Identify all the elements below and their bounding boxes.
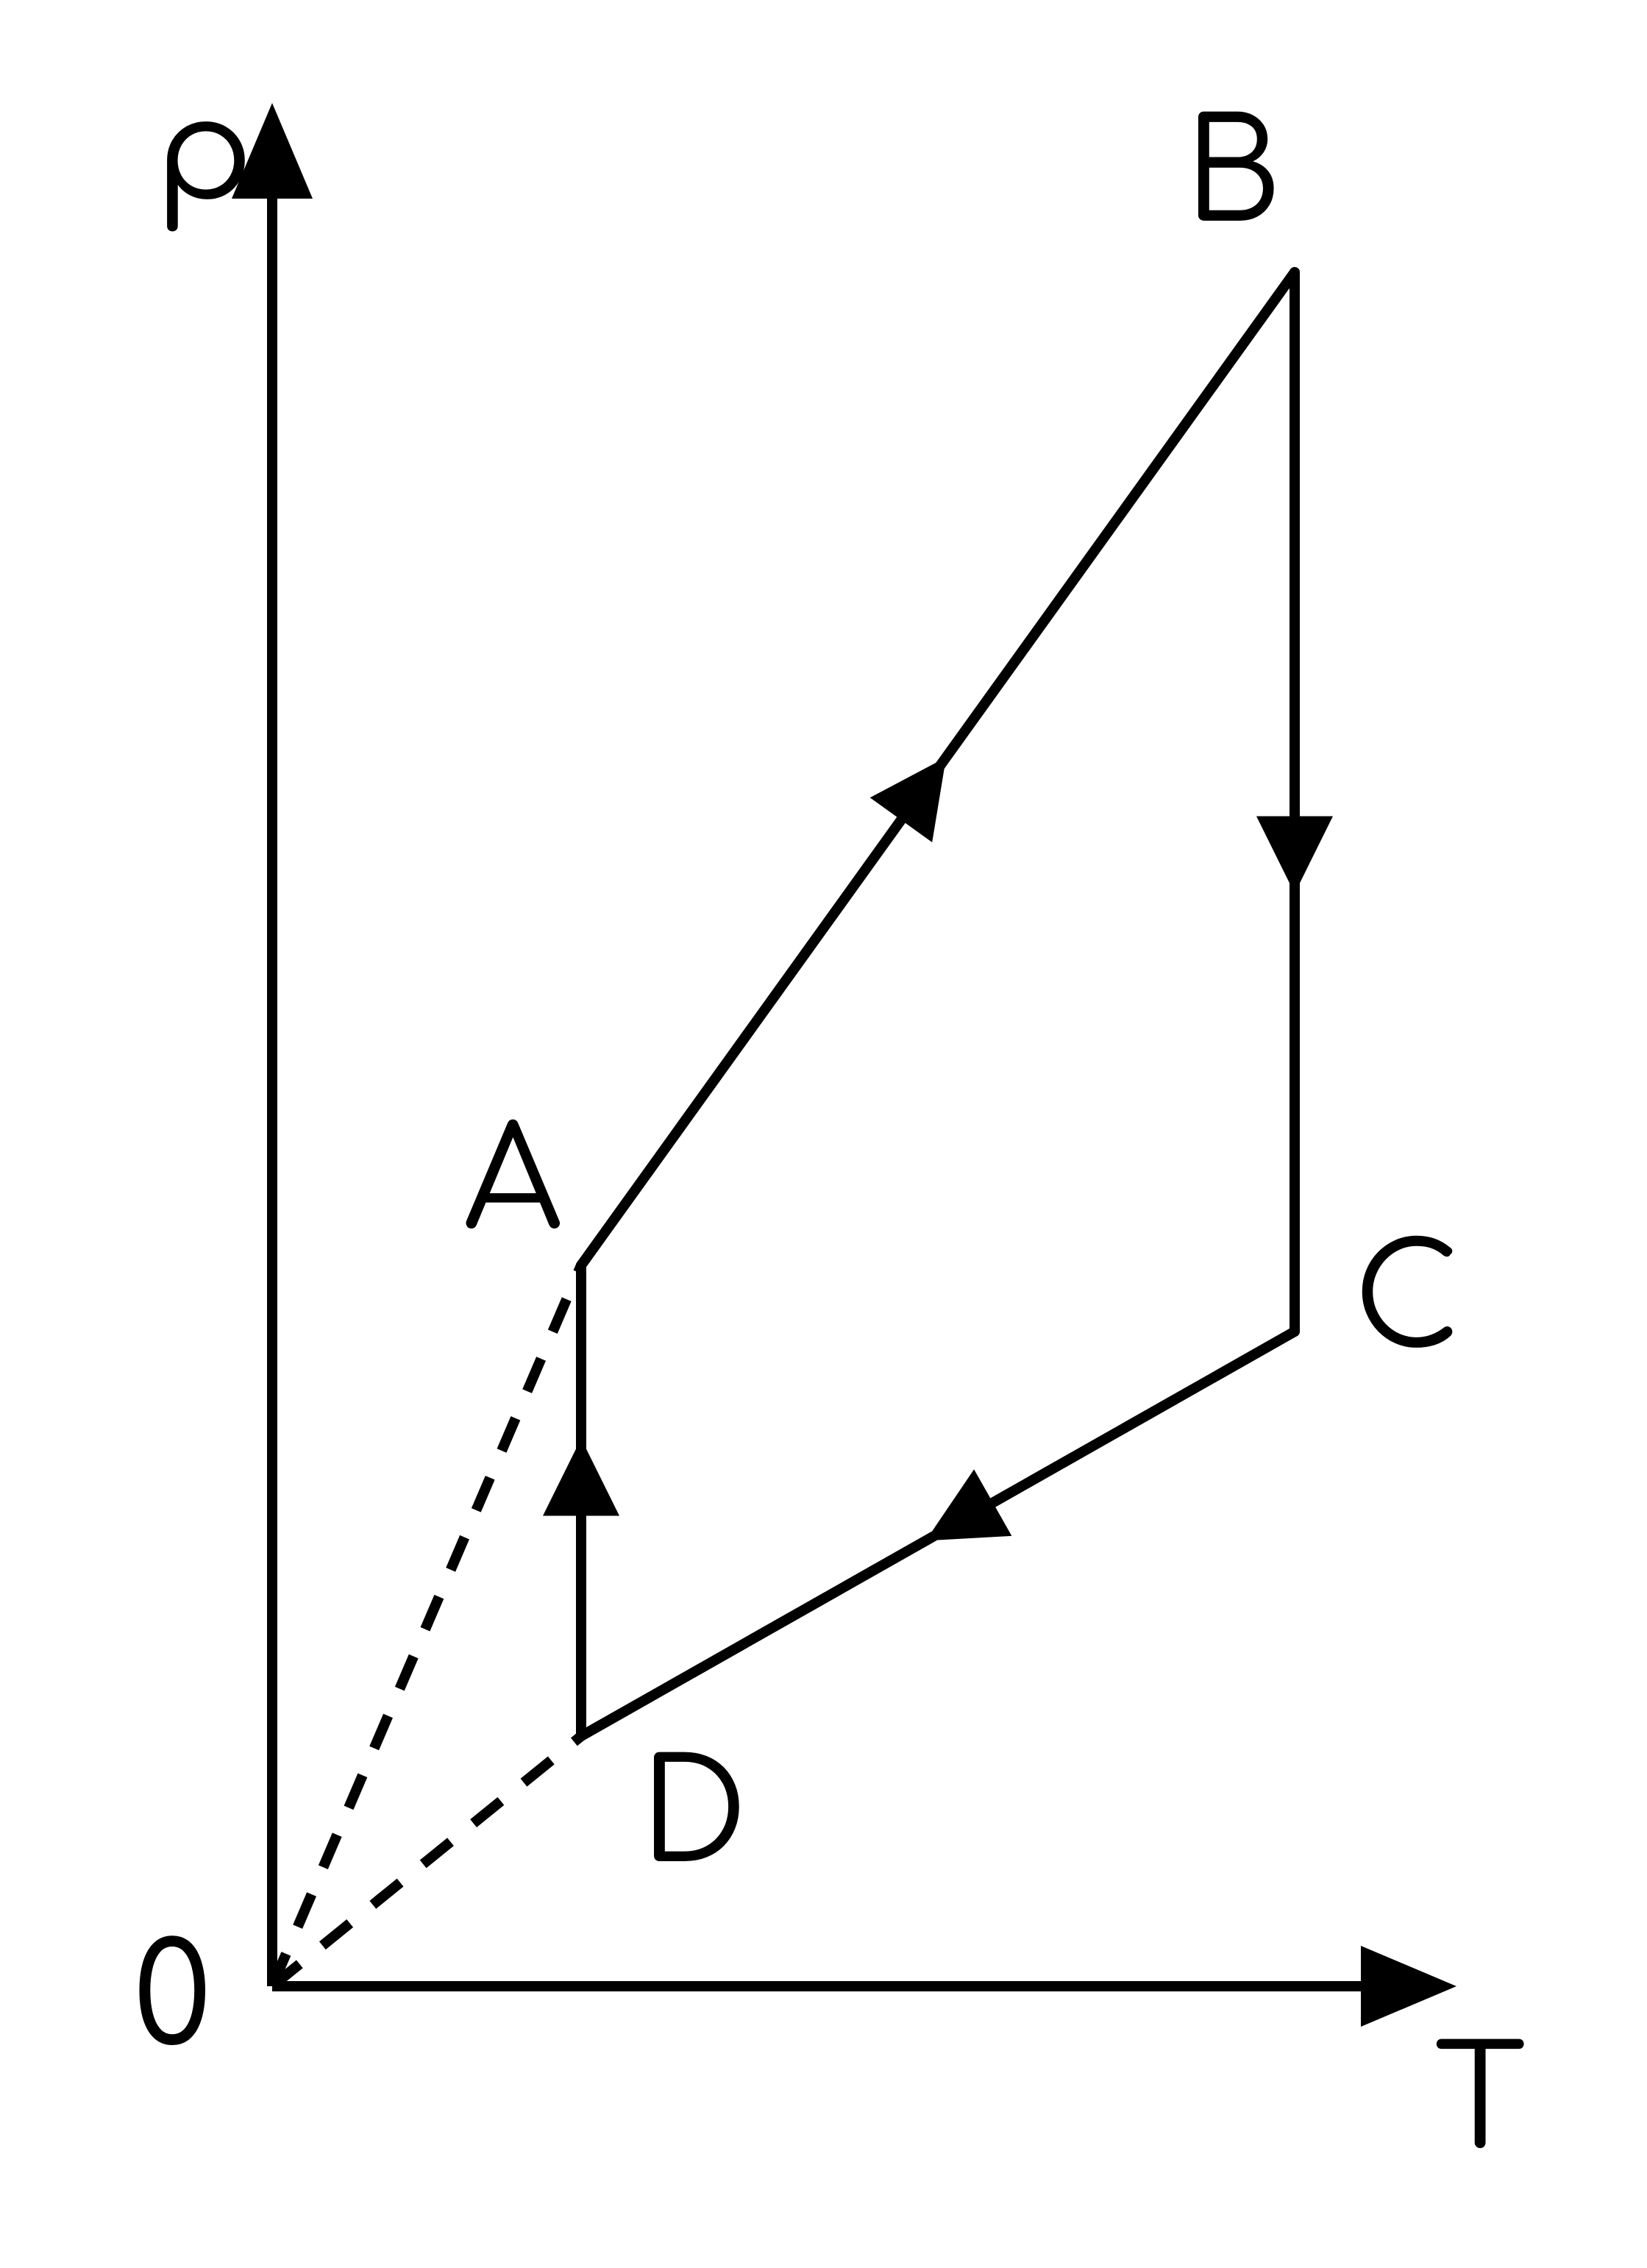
node-label-b: B <box>1184 99 1281 254</box>
pt-diagram: p T 0 A B C D <box>0 0 1647 2268</box>
axis-label-p: p <box>154 77 253 232</box>
node-label-a: A <box>463 1106 562 1262</box>
node-label-d: D <box>640 1739 747 1894</box>
axis-label-t: T <box>1434 2026 1526 2181</box>
origin-label: 0 <box>132 1923 213 2078</box>
node-label-c: C <box>1353 1224 1461 1379</box>
